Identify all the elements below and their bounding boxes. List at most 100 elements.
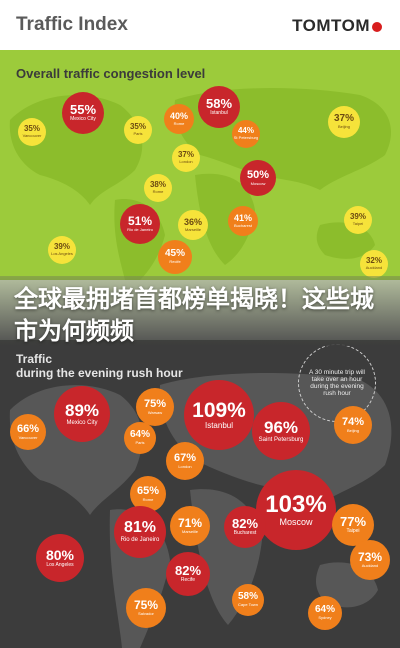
city-bubble: 50% Moscow [240, 160, 276, 196]
headline-text: 全球最拥堵首都榜单揭晓！这些城市为何频频 [14, 286, 374, 345]
top-panel-heading: Overall traffic congestion level [16, 66, 206, 81]
bubble-percentage: 66% [16, 422, 40, 435]
bottom-panel-heading-line2: during the evening rush hour [16, 366, 183, 380]
bubble-city-name: Bucharest [233, 530, 257, 537]
bubble-city-name: Beijing [337, 124, 350, 130]
bubble-city-name: Sydney [318, 615, 332, 621]
evening-rush-panel: Traffic during the evening rush hour A 3… [0, 340, 400, 648]
bubble-city-name: Rio de Janeiro [120, 537, 160, 544]
brand-logo-text: TOMTOM [292, 16, 370, 35]
city-bubble: 55% Mexico City [62, 92, 104, 134]
bubble-percentage: 50% [246, 168, 270, 181]
bubble-city-name: Moscow [250, 180, 266, 186]
infographic-header: Traffic Index TOMTOM [0, 0, 400, 50]
bottom-panel-heading: Traffic during the evening rush hour [16, 352, 183, 380]
city-bubble: 36% Marseille [178, 210, 208, 240]
city-bubble: 32% Auckland [360, 250, 388, 278]
city-bubble: 67% London [166, 442, 204, 480]
bubble-percentage: 38% [149, 180, 166, 190]
bubble-percentage: 40% [169, 110, 188, 121]
bubble-city-name: Rome [173, 120, 185, 126]
bubble-city-name: Istanbul [210, 110, 228, 117]
bubble-percentage: 71% [177, 516, 203, 531]
bubble-city-name: Saint Petersburg [258, 436, 304, 443]
bubble-percentage: 35% [23, 124, 40, 134]
city-bubble: 38% Rome [144, 174, 172, 202]
bubble-city-name: Marseille [181, 529, 198, 535]
bubble-city-name: Paris [133, 131, 143, 137]
bubble-percentage: 36% [183, 216, 202, 227]
city-bubble: 58% Cape Town [232, 584, 264, 616]
bubble-percentage: 103% [265, 490, 327, 518]
city-bubble: 45% Recife [158, 240, 192, 274]
bubble-percentage: 96% [263, 417, 299, 437]
city-bubble: 82% Recife [166, 552, 210, 596]
bubble-city-name: Cape Town [238, 602, 258, 608]
bubble-city-name: St Petersburg [233, 135, 259, 141]
city-bubble: 37% Beijing [328, 106, 360, 138]
city-bubble: 73% Auckland [350, 540, 390, 580]
bubble-percentage: 55% [69, 102, 97, 118]
bubble-percentage: 82% [174, 563, 202, 579]
city-bubble: 41% Bucharest [228, 206, 258, 236]
bubble-percentage: 39% [349, 212, 366, 222]
city-bubble: 40% Rome [164, 104, 194, 134]
bubble-city-name: London [178, 463, 192, 469]
bubble-percentage: 82% [231, 516, 259, 532]
city-bubble: 37% London [172, 144, 200, 172]
city-bubble: 89% Mexico City [54, 386, 110, 442]
bubble-percentage: 75% [143, 397, 167, 410]
city-bubble: 82% Bucharest [224, 506, 266, 548]
bubble-percentage: 32% [365, 256, 382, 266]
city-bubble: 64% Paris [124, 422, 156, 454]
city-bubble: 64% Sydney [308, 596, 342, 630]
city-bubble: 51% Rio de Janeiro [120, 204, 160, 244]
overall-congestion-panel: Overall traffic congestion level 35% Vanc… [0, 50, 400, 280]
bubble-city-name: Mexico City [66, 419, 98, 426]
bubble-city-name: Auckland [365, 265, 383, 271]
city-bubble: 74% Beijing [334, 406, 372, 444]
bubble-city-name: Los Angeles [46, 561, 74, 568]
city-bubble: 103% Moscow [256, 470, 336, 550]
bubble-city-name: Vancouver [18, 434, 38, 440]
bubble-city-name: Salvador [138, 611, 154, 617]
bubble-percentage: 58% [237, 591, 258, 603]
expand-arrow-icon: ⤢ [363, 292, 373, 306]
bubble-city-name: Rio de Janeiro [127, 227, 153, 233]
bubble-percentage: 65% [136, 484, 160, 497]
brand-logo: TOMTOM [292, 16, 382, 36]
bubble-percentage: 41% [233, 212, 252, 223]
bubble-percentage: 77% [339, 514, 367, 530]
city-bubble: 71% Marseille [170, 506, 210, 546]
bubble-city-name: Rome [152, 189, 164, 195]
city-bubble: 81% Rio de Janeiro [114, 506, 166, 558]
bubble-percentage: 37% [333, 113, 354, 125]
bubble-city-name: Los Angeles [51, 251, 73, 257]
city-bubble: 75% Salvador [126, 588, 166, 628]
bubble-percentage: 73% [357, 550, 383, 565]
bubble-percentage: 44% [237, 126, 254, 136]
bubble-city-name: Rome [142, 496, 154, 502]
bubble-percentage: 74% [341, 415, 365, 428]
city-bubble: 66% Vancouver [10, 414, 46, 450]
city-bubble: 80% Los Angeles [36, 534, 84, 582]
infographic-title: Traffic Index [16, 14, 128, 35]
bubble-city-name: Moscow [279, 516, 313, 527]
city-bubble: 39% Taipei [344, 206, 372, 234]
bubble-city-name: London [179, 159, 193, 165]
bubble-city-name: Taipei [346, 528, 360, 535]
headline-banner [0, 276, 400, 346]
bubble-city-name: Auckland [361, 563, 379, 569]
bubble-city-name: Mexico City [70, 116, 96, 123]
bubble-percentage: 81% [123, 519, 157, 537]
bottom-panel-heading-line1: Traffic [16, 352, 53, 366]
city-bubble: 77% Taipei [332, 504, 374, 546]
city-bubble: 44% St Petersburg [232, 120, 260, 148]
bubble-city-name: Recife [169, 259, 181, 265]
bubble-percentage: 39% [53, 242, 70, 252]
bubble-city-name: Beijing [346, 427, 359, 433]
bubble-percentage: 89% [64, 400, 100, 420]
bubble-percentage: 67% [173, 451, 197, 464]
bubble-percentage: 58% [205, 96, 233, 112]
bubble-percentage: 35% [129, 122, 146, 132]
